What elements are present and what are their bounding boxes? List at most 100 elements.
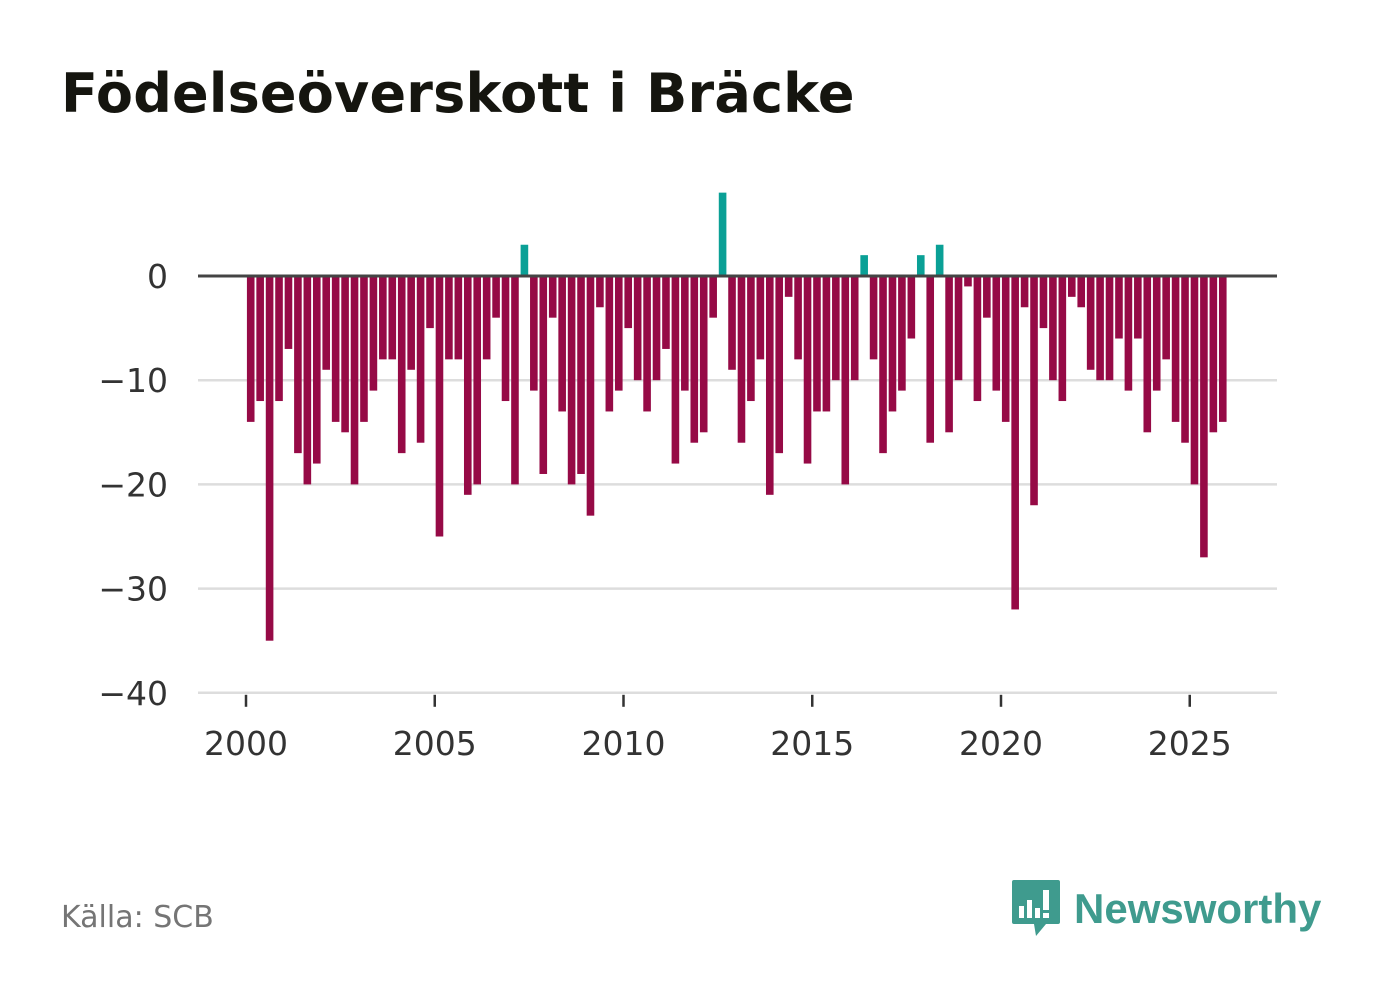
y-tick-label: −10 <box>98 361 168 400</box>
x-tick-label: 2015 <box>770 724 854 763</box>
bar <box>775 276 784 454</box>
bar <box>888 276 897 412</box>
bar <box>813 276 821 412</box>
y-tick-label: −30 <box>98 570 168 609</box>
bar <box>1086 276 1095 370</box>
bar <box>794 276 802 360</box>
bar <box>614 276 623 391</box>
bar <box>624 276 633 329</box>
bar <box>652 276 661 381</box>
bar <box>662 276 670 349</box>
bar <box>426 276 434 329</box>
bar <box>926 276 935 443</box>
bar <box>1181 276 1189 443</box>
bar <box>747 276 755 402</box>
bar <box>879 276 887 454</box>
bar <box>916 255 925 276</box>
bar <box>294 276 302 454</box>
bar <box>1049 276 1057 381</box>
bar <box>973 276 982 402</box>
bar <box>850 276 859 381</box>
bar <box>1001 276 1010 422</box>
bar <box>473 276 482 485</box>
bar <box>1020 276 1029 308</box>
bar <box>1143 276 1152 433</box>
bar <box>312 276 321 464</box>
bar <box>350 276 359 485</box>
bar <box>605 276 614 412</box>
bar <box>964 276 972 287</box>
bar <box>935 244 944 276</box>
bar <box>265 276 274 641</box>
bar <box>690 276 699 443</box>
bar <box>331 276 340 422</box>
bar <box>275 276 283 402</box>
bar <box>737 276 746 443</box>
chart-title: Födelseöverskott i Bräcke <box>61 62 855 125</box>
bar <box>1115 276 1123 339</box>
bar <box>1077 276 1086 308</box>
x-tick-label: 2000 <box>204 724 288 763</box>
bar <box>784 276 793 297</box>
bar <box>945 276 953 433</box>
bar <box>765 276 774 495</box>
bar <box>567 276 576 485</box>
bars <box>198 192 1277 641</box>
y-tick-label: −20 <box>98 465 168 504</box>
bar <box>643 276 651 412</box>
x-tick-label: 2005 <box>393 724 477 763</box>
bar <box>360 276 368 422</box>
bar <box>454 276 463 360</box>
x-axis: 2000 2005 2010 2015 2020 2025 <box>204 694 1232 763</box>
bar <box>983 276 991 318</box>
bar <box>539 276 548 474</box>
bar <box>1105 276 1114 381</box>
x-tick-label: 2020 <box>959 724 1043 763</box>
newsworthy-logo-icon <box>1012 880 1060 936</box>
bar <box>1124 276 1133 391</box>
bar <box>256 276 264 402</box>
bar <box>699 276 708 433</box>
bar <box>303 276 312 485</box>
bar <box>728 276 736 370</box>
bar <box>633 276 642 381</box>
bar <box>1096 276 1104 381</box>
bar <box>1134 276 1142 339</box>
source-note: Källa: SCB <box>61 900 214 935</box>
bar <box>284 276 293 349</box>
bar <box>548 276 557 318</box>
bar <box>445 276 453 360</box>
bar <box>379 276 387 360</box>
bar <box>1152 276 1161 391</box>
bar <box>416 276 425 443</box>
bar <box>709 276 717 318</box>
bar <box>822 276 831 412</box>
bar <box>397 276 406 454</box>
bar <box>1058 276 1067 402</box>
bar <box>577 276 585 474</box>
bar <box>841 276 850 485</box>
bar <box>1162 276 1170 360</box>
bar <box>1067 276 1076 297</box>
bar <box>435 276 444 537</box>
bar <box>558 276 566 412</box>
bar <box>860 255 868 276</box>
bar <box>1190 276 1199 485</box>
brand-logo: Newsworthy <box>1010 878 1321 940</box>
bar <box>596 276 604 308</box>
bar <box>671 276 680 464</box>
bar <box>341 276 349 433</box>
bar <box>1030 276 1038 506</box>
bar <box>520 244 529 276</box>
bar <box>511 276 519 485</box>
bar <box>832 276 840 381</box>
bar <box>718 192 727 276</box>
y-tick-label: 0 <box>147 257 168 296</box>
bar <box>1039 276 1048 329</box>
bar <box>869 276 878 360</box>
brand-name: Newsworthy <box>1074 885 1322 932</box>
bar <box>482 276 491 360</box>
bar <box>1011 276 1019 610</box>
bar <box>1218 276 1227 422</box>
